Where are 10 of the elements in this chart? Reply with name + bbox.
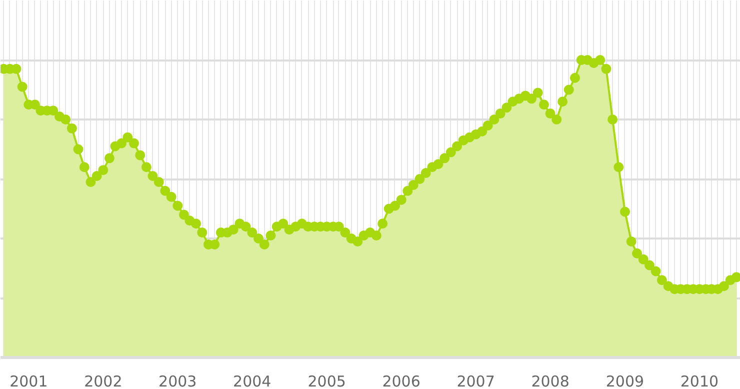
x-tick-label: 2004: [233, 372, 272, 389]
x-tick-label: 2007: [456, 372, 495, 389]
x-tick-label: 2006: [382, 372, 420, 389]
x-tick-label: 2009: [606, 372, 644, 389]
x-tick-label: 2005: [308, 372, 346, 389]
x-tick-label: 2003: [158, 372, 197, 389]
x-tick-label: 2002: [84, 372, 122, 389]
x-tick-label: 2010: [680, 372, 719, 389]
x-tick-label: 2001: [10, 372, 48, 389]
x-tick-label: 2008: [531, 372, 570, 389]
